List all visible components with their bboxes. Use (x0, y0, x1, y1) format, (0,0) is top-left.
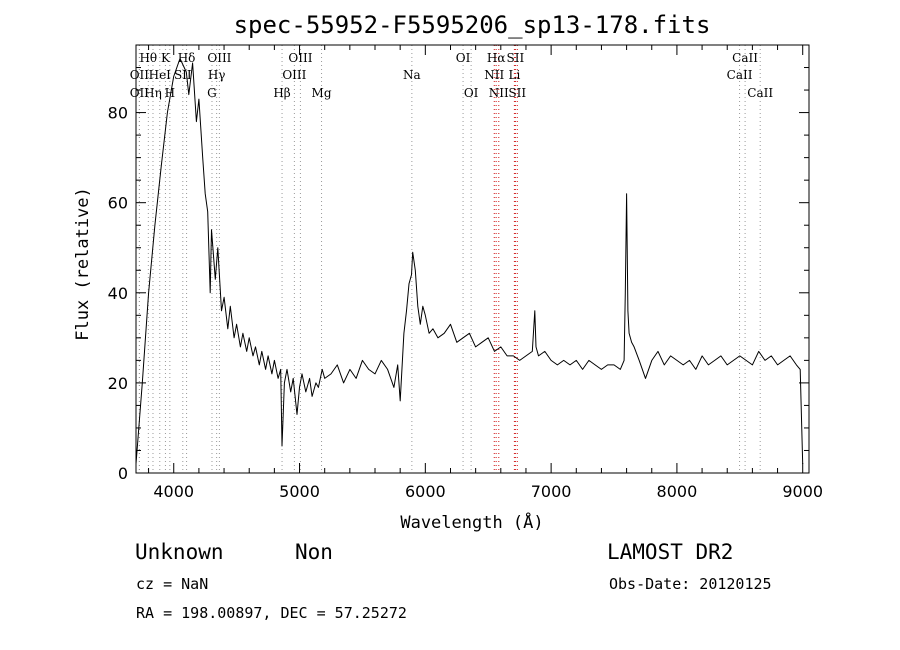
spectral-line-label: NII (489, 86, 509, 100)
spectral-subclass: Non (295, 540, 333, 564)
x-tick-label: 6000 (405, 482, 446, 501)
spectral-line-label: G (207, 86, 217, 100)
spectral-line-label: OII (130, 86, 150, 100)
spectral-line-label: Hδ (178, 51, 196, 65)
y-axis: 0 20 40 60 80 (108, 67, 809, 483)
spectral-line-label: OIII (282, 68, 306, 82)
series-layer (135, 58, 804, 465)
spectral-line-label: SII (174, 68, 192, 82)
x-axis: 4000 5000 6000 7000 8000 9000 (148, 45, 823, 501)
survey-name: LAMOST DR2 (607, 540, 734, 564)
spectral-line-markers (138, 45, 761, 473)
spectrum-line-series-0 (135, 58, 804, 465)
chart-title: spec-55952-F5595206_sp13-178.fits (234, 11, 711, 39)
spectral-line-label: SII (507, 51, 525, 65)
y-tick-label: 80 (108, 104, 128, 123)
spectral-line-label: H (165, 86, 175, 100)
x-tick-label: 9000 (782, 482, 823, 501)
x-tick-label: 7000 (531, 482, 572, 501)
spectral-line-label: OIII (207, 51, 231, 65)
spectral-line-label: Hθ (139, 51, 157, 65)
coordinates: RA = 198.00897, DEC = 57.25272 (136, 604, 407, 622)
y-tick-label: 20 (108, 374, 128, 393)
observation-date: Obs-Date: 20120125 (609, 575, 772, 593)
spectral-line-label: CaII (732, 51, 758, 65)
spectrum-chart: spec-55952-F5595206_sp13-178.fits Hθ K H Hδ… (73, 11, 823, 533)
spectral-line-label: Hγ (208, 68, 226, 82)
x-tick-label: 5000 (279, 482, 320, 501)
spectral-line-label: SII (508, 86, 526, 100)
spectral-line-label: Hη (144, 86, 162, 100)
spectral-line-label: OII (130, 68, 150, 82)
x-tick-label: 4000 (153, 482, 194, 501)
spectral-line-label: K (161, 51, 171, 65)
y-axis-label: Flux (relative) (73, 187, 93, 341)
spectral-line-label: NII (484, 68, 504, 82)
spectral-line-label: HeI (149, 68, 172, 82)
spectral-line-label: Hβ (273, 86, 290, 100)
spectral-line-label: Mg (312, 86, 332, 100)
y-tick-label: 0 (118, 464, 128, 483)
y-tick-label: 60 (108, 194, 128, 213)
spectral-line-label: OI (464, 86, 479, 100)
spectral-line-label: OI (456, 51, 471, 65)
plot-frame (135, 44, 810, 474)
redshift-value: cz = NaN (136, 575, 209, 593)
spectral-line-label: CaII (727, 68, 753, 82)
y-tick-label: 40 (108, 284, 128, 303)
spectral-line-label: CaII (747, 86, 773, 100)
spectral-line-label: OIII (288, 51, 312, 65)
x-axis-label: Wavelength (Å) (400, 511, 543, 533)
spectral-line-label: Hα (487, 51, 506, 65)
spectral-class: Unknown (135, 540, 224, 564)
spectral-line-label: Li (508, 68, 520, 82)
spectral-line-label: Na (403, 68, 421, 82)
x-tick-label: 8000 (657, 482, 698, 501)
